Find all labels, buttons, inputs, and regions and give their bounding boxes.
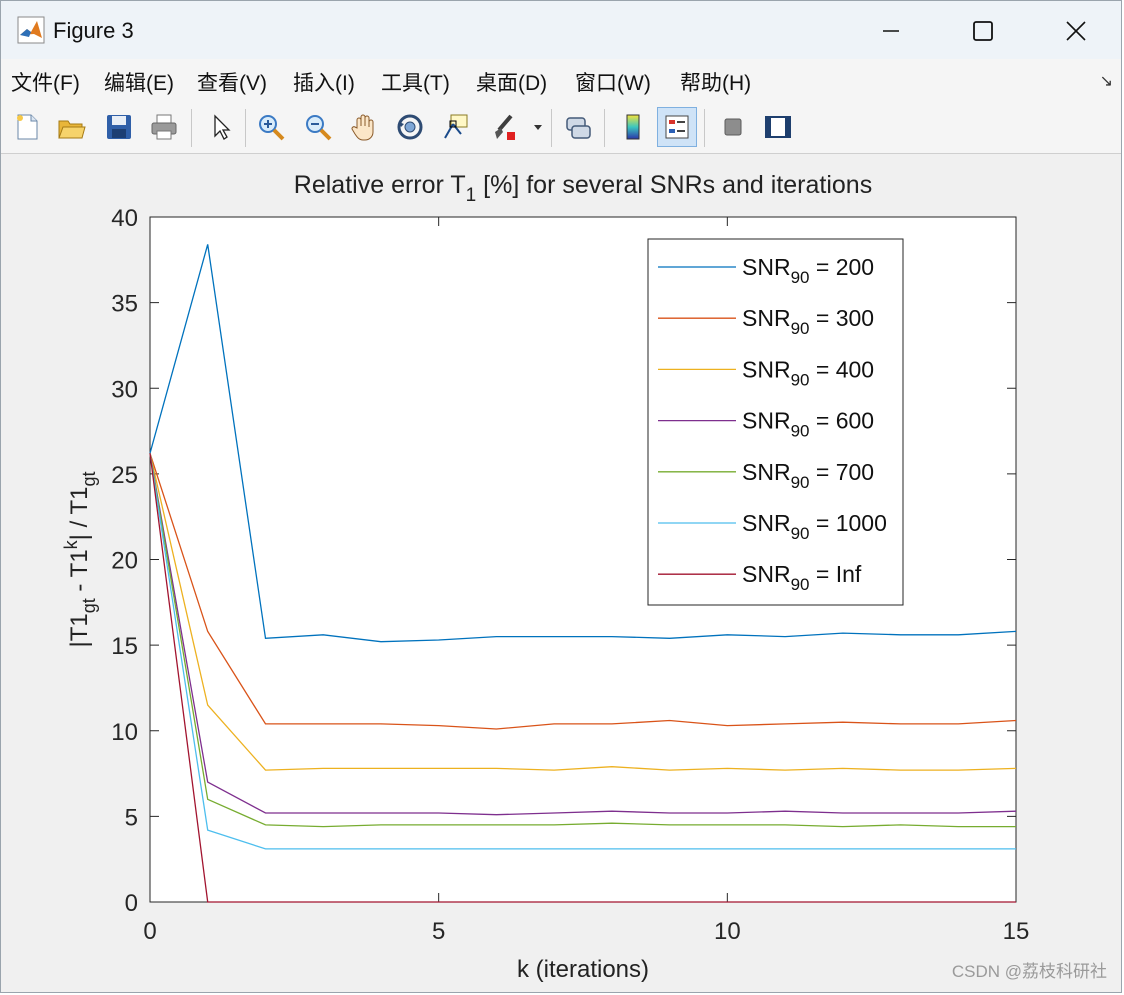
y-axis-label: |T1gt - T1k| / T1gt (61, 472, 99, 648)
data-cursor-icon[interactable] (436, 107, 476, 147)
legend-entry: SNR90 = 200 (742, 254, 874, 287)
line-chart[interactable]: 0 5 10 15 0 5 10 15 20 25 30 35 40 Relative error T1… (1, 154, 1121, 992)
y-tick-label: 35 (111, 291, 138, 318)
figure-canvas: 0 5 10 15 0 5 10 15 20 25 30 35 40 Relative error T1… (1, 154, 1121, 992)
close-button[interactable] (1046, 11, 1106, 51)
rotate-3d-icon[interactable] (390, 107, 430, 147)
legend-icon[interactable] (657, 107, 697, 147)
menu-bar: 文件(F) 编辑(E) 查看(V) 插入(I) 工具(T) 桌面(D) 窗口(W… (1, 59, 1121, 101)
series-line-1000[interactable] (149, 453, 1016, 850)
series-line-200[interactable] (149, 244, 1017, 643)
legend-entry: SNR90 = Inf (742, 561, 862, 594)
menu-edit[interactable]: 编辑(E) (104, 72, 174, 95)
y-label-part: - T1 (66, 549, 93, 598)
y-label-part: | / T1 (66, 487, 93, 541)
toolbar (1, 101, 1121, 154)
maximize-button[interactable] (953, 11, 1013, 51)
toolbar-separator (704, 109, 705, 147)
close-icon (1066, 21, 1086, 41)
x-tick-label: 5 (432, 918, 445, 945)
brush-dropdown-icon[interactable] (528, 107, 548, 147)
y-tick-label: 15 (111, 633, 138, 660)
y-tick-label: 25 (111, 462, 138, 489)
dock-arrow-icon[interactable]: ↘ (1099, 73, 1113, 90)
zoom-in-icon[interactable] (251, 107, 291, 147)
legend-entry: SNR90 = 300 (742, 305, 874, 338)
y-label-superscript: k (61, 539, 81, 549)
link-plot-icon[interactable] (558, 107, 598, 147)
pointer-icon[interactable] (200, 107, 240, 147)
legend[interactable]: SNR90 = 200 SNR90 = 300 SNR90 = 400 SNR90 =… (647, 238, 904, 606)
legend-entry: SNR90 = 600 (742, 408, 874, 441)
menu-desktop[interactable]: 桌面(D) (476, 72, 548, 95)
brush-icon[interactable] (484, 107, 524, 147)
print-icon[interactable] (144, 107, 184, 147)
legend-entry: SNR90 = 1000 (742, 510, 887, 543)
series-line-inf[interactable] (149, 453, 1016, 903)
hide-plot-tools-icon[interactable] (713, 107, 753, 147)
show-plot-tools-icon[interactable] (758, 107, 798, 147)
x-tick-label: 0 (143, 918, 156, 945)
series-line-300[interactable] (149, 453, 1017, 730)
toolbar-separator (191, 109, 192, 147)
minimize-icon (883, 30, 899, 32)
chart-title-subscript: 1 (466, 185, 477, 206)
pan-hand-icon[interactable] (344, 107, 384, 147)
matlab-logo-icon (17, 16, 45, 44)
menu-tools[interactable]: 工具(T) (381, 72, 450, 95)
menu-view[interactable]: 查看(V) (197, 72, 267, 95)
legend-entry: SNR90 = 700 (742, 459, 874, 492)
y-tick-label: 40 (111, 205, 138, 232)
toolbar-separator (551, 109, 552, 147)
series-line-400[interactable] (149, 453, 1017, 771)
y-tick-label: 5 (125, 804, 138, 831)
series-line-700[interactable] (149, 453, 1016, 828)
colorbar-icon[interactable] (613, 107, 653, 147)
y-tick-label: 0 (125, 890, 138, 917)
menu-insert[interactable]: 插入(I) (293, 72, 355, 95)
minimize-button[interactable] (861, 11, 921, 51)
series-line-600[interactable] (149, 453, 1017, 816)
y-tick-label: 30 (111, 376, 138, 403)
y-tick-label: 20 (111, 548, 138, 575)
x-tick-label: 15 (1003, 918, 1030, 945)
open-file-icon[interactable] (51, 107, 91, 147)
y-tick-label: 10 (111, 719, 138, 746)
maximize-icon (973, 21, 993, 41)
menu-file[interactable]: 文件(F) (11, 72, 80, 95)
window-title: Figure 3 (53, 18, 134, 43)
zoom-out-icon[interactable] (298, 107, 338, 147)
x-tick-label: 10 (714, 918, 741, 945)
toolbar-separator (245, 109, 246, 147)
menu-help[interactable]: 帮助(H) (680, 72, 752, 95)
title-bar[interactable]: Figure 3 (1, 1, 1121, 59)
y-label-subscript: gt (79, 472, 99, 487)
legend-entry: SNR90 = 400 (742, 356, 874, 389)
chart-title: Relative error T1 [%] for several SNRs a… (294, 171, 872, 206)
x-axis-label: k (iterations) (517, 956, 649, 983)
legend-box (647, 238, 904, 606)
menu-window[interactable]: 窗口(W) (575, 72, 651, 95)
watermark-text: CSDN @荔枝科研社 (951, 962, 1107, 981)
y-label-part: |T1 (66, 613, 93, 647)
chart-title-main: Relative error T (294, 171, 466, 199)
toolbar-separator (604, 109, 605, 147)
save-icon[interactable] (99, 107, 139, 147)
chart-title-rest: [%] for several SNRs and iterations (476, 171, 872, 199)
y-label-subscript: gt (79, 598, 99, 613)
new-figure-icon[interactable] (7, 107, 47, 147)
